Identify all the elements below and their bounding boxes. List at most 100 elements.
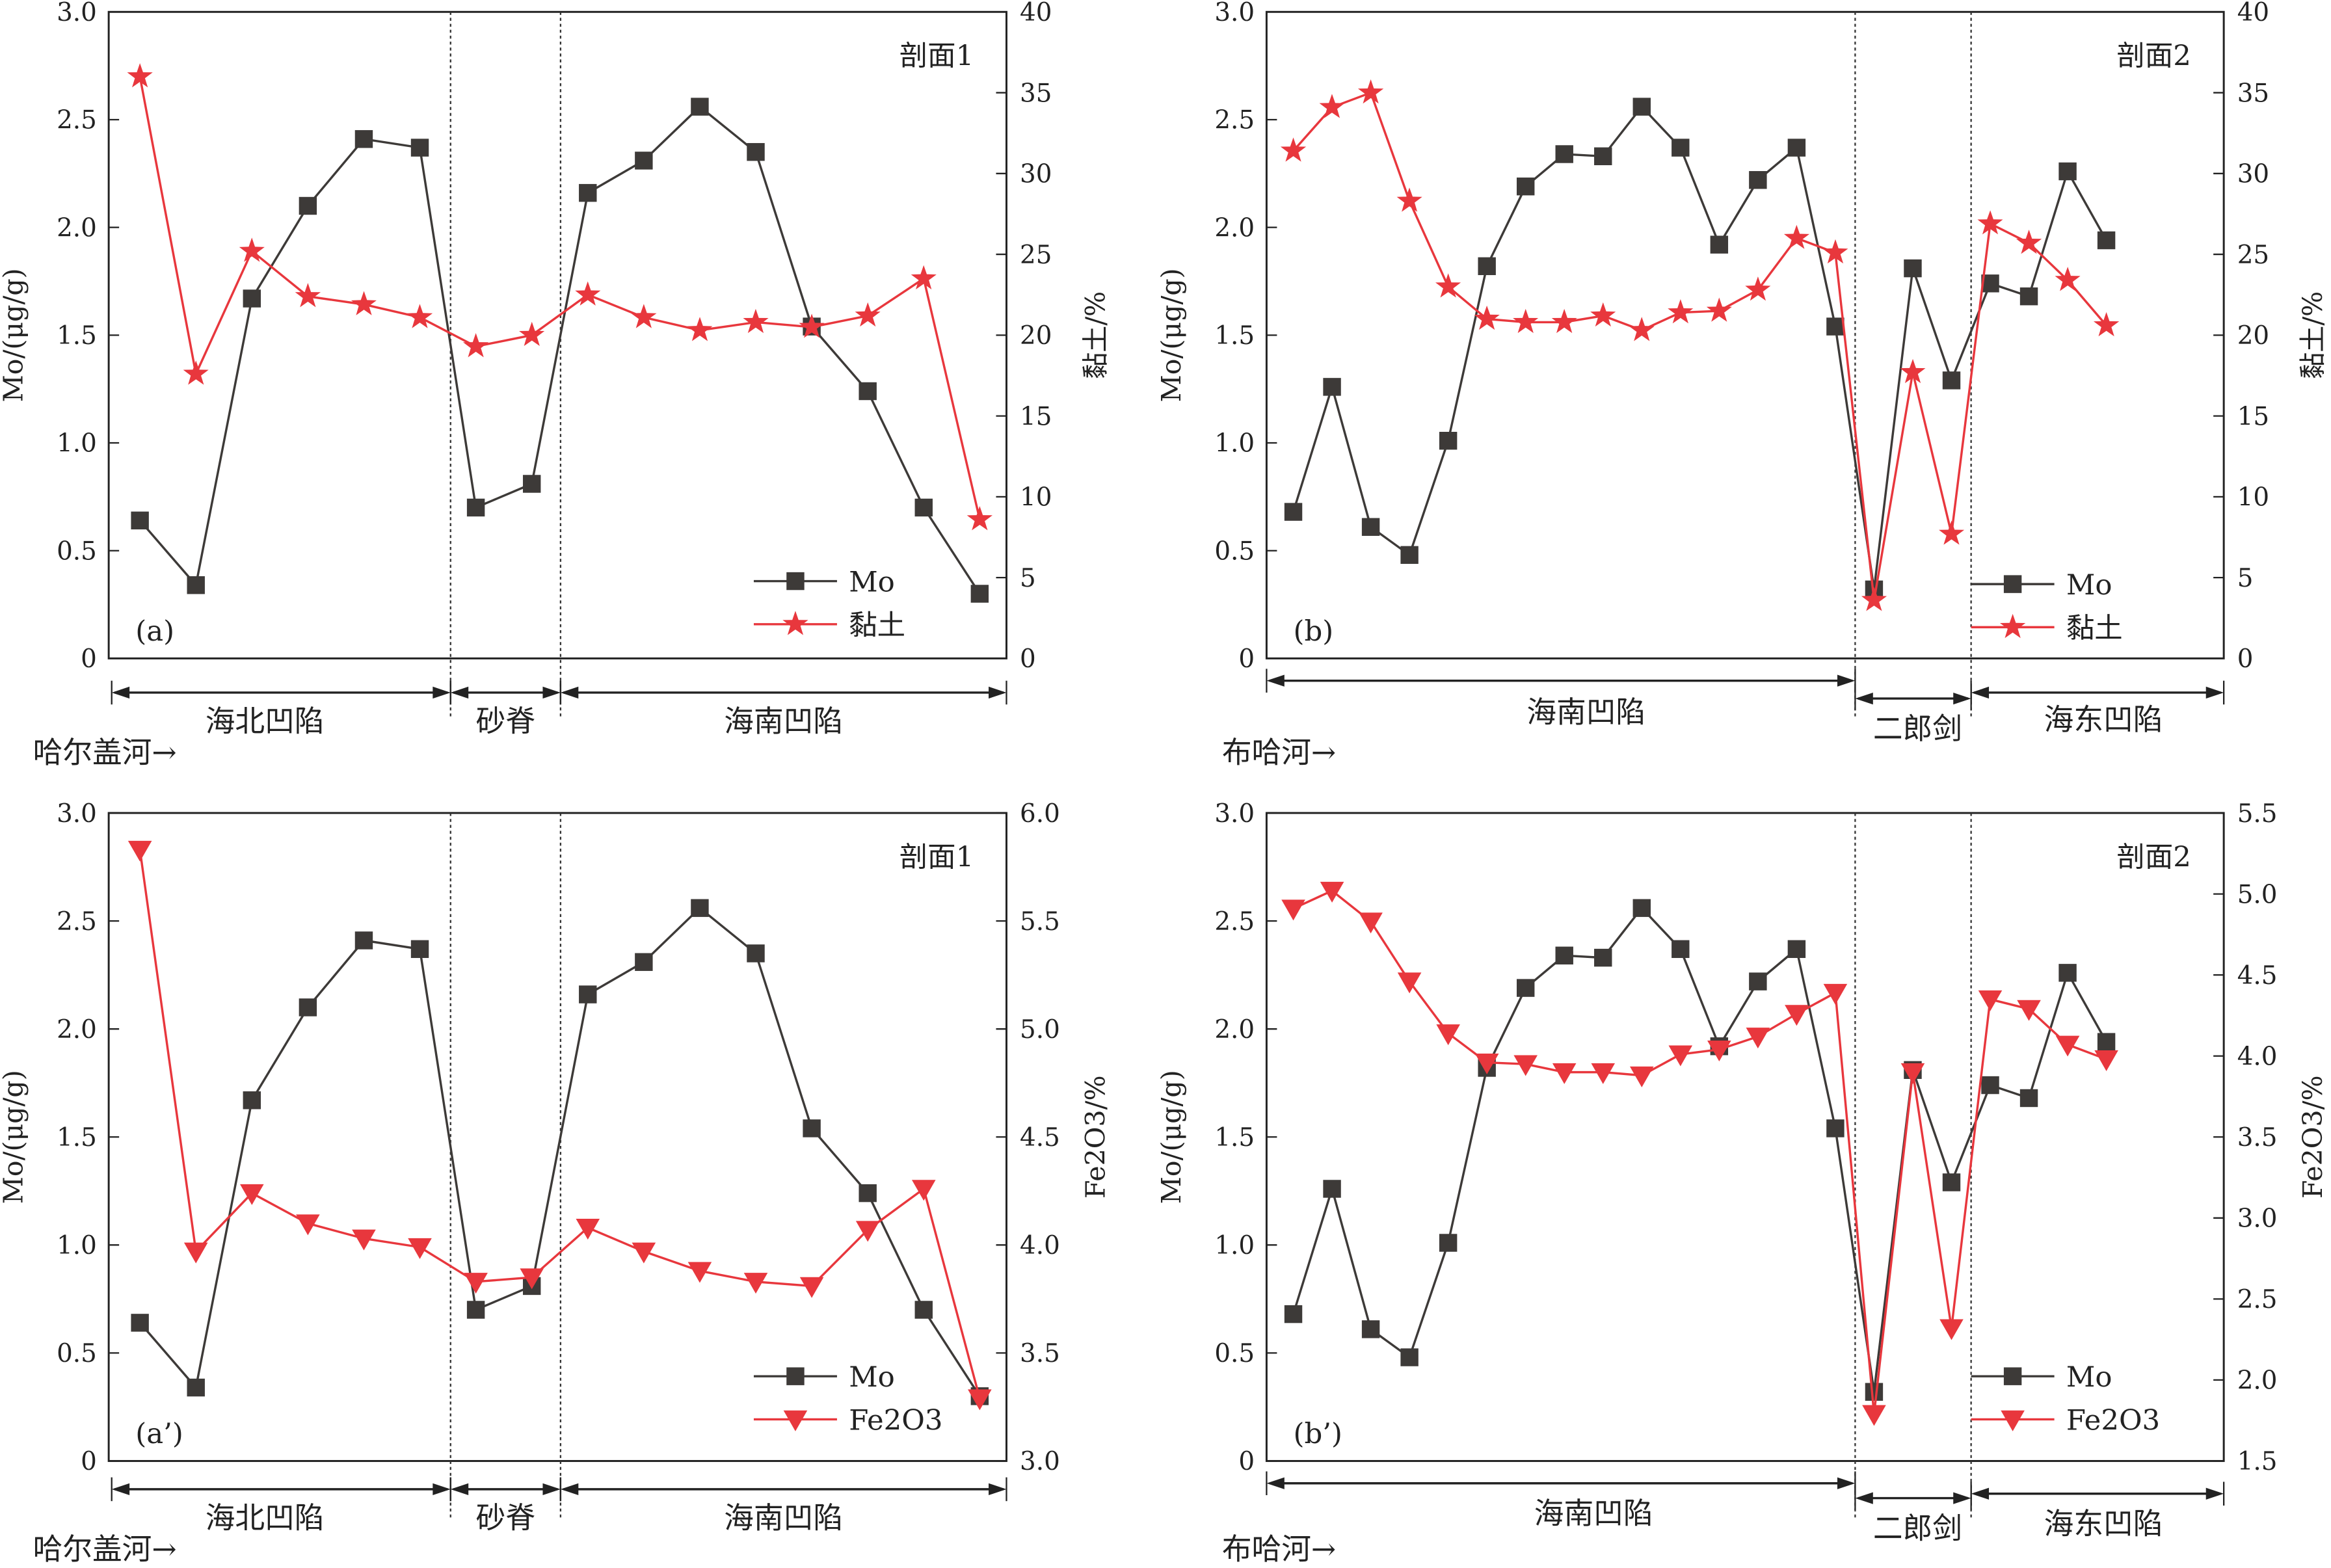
left-tick-label: 1.5 bbox=[57, 321, 97, 351]
legend-marker bbox=[786, 572, 805, 591]
data-point bbox=[1939, 1319, 1964, 1340]
arrowhead-right bbox=[989, 686, 1007, 699]
section-title: 剖面2 bbox=[2116, 40, 2191, 73]
data-point bbox=[131, 511, 149, 530]
data-point bbox=[127, 840, 152, 862]
data-point bbox=[1436, 1024, 1460, 1046]
data-point bbox=[799, 1277, 824, 1298]
arrowhead-right bbox=[989, 1483, 1007, 1496]
right-tick-label: 3.0 bbox=[1020, 1447, 1060, 1476]
plot-frame bbox=[107, 10, 1007, 659]
data-point bbox=[1632, 899, 1651, 917]
y-axis-label: Mo/(μg/g) bbox=[1156, 268, 1187, 402]
data-point bbox=[2094, 1050, 2118, 1071]
data-point bbox=[635, 953, 653, 971]
data-point bbox=[1590, 302, 1616, 327]
data-point bbox=[1320, 881, 1344, 903]
right-tick-label: 0 bbox=[1020, 644, 1036, 674]
data-point bbox=[1359, 912, 1383, 934]
data-point bbox=[1668, 1045, 1693, 1067]
region-label: 海南凹陷 bbox=[724, 1500, 843, 1535]
data-point bbox=[576, 1219, 600, 1240]
arrowhead-right bbox=[1837, 1477, 1856, 1489]
data-point bbox=[859, 382, 877, 401]
left-tick-label: 2.5 bbox=[57, 907, 97, 937]
data-point bbox=[1323, 378, 1341, 396]
arrowhead-right bbox=[1953, 692, 1971, 705]
data-point bbox=[632, 1242, 656, 1264]
data-point bbox=[747, 142, 765, 161]
right-tick-label: 4.5 bbox=[1020, 1123, 1060, 1152]
data-point bbox=[631, 304, 657, 328]
panel-label: (b) bbox=[1294, 615, 1334, 648]
legend-label: Mo bbox=[2066, 1361, 2112, 1394]
data-point bbox=[1746, 1028, 1770, 1049]
data-point bbox=[1900, 1063, 1925, 1084]
arrowhead-right bbox=[542, 686, 561, 699]
region-label: 海南凹陷 bbox=[724, 704, 843, 738]
region-label: 砂脊 bbox=[476, 1500, 535, 1535]
region-label: 海东凹陷 bbox=[2044, 702, 2163, 737]
data-point bbox=[1323, 1180, 1341, 1198]
left-tick-label: 3.0 bbox=[57, 0, 97, 27]
chart-panel: 0 0.5 1.0 1.5 2.0 2.5 3.0 0 5 10 15 20 25 30 35 40 Mo/(μ… bbox=[0, 0, 1111, 769]
right-tick-label: 0 bbox=[2237, 644, 2254, 674]
data-point bbox=[464, 1273, 488, 1294]
data-point bbox=[354, 130, 373, 148]
legend-marker bbox=[1999, 613, 2026, 639]
data-point bbox=[1783, 224, 1809, 249]
legend-label: Mo bbox=[849, 1361, 895, 1394]
data-point bbox=[1439, 1234, 1458, 1252]
data-point bbox=[1826, 1119, 1845, 1137]
data-point bbox=[1978, 990, 2003, 1011]
chart-panel: 0 0.5 1.0 1.5 2.0 2.5 3.0 1.5 2.0 2.5 3.0 3.5 4.0 4.5… bbox=[1156, 799, 2328, 1567]
data-point bbox=[2016, 230, 2042, 254]
right-tick-label: 4.0 bbox=[2237, 1042, 2278, 1071]
data-point bbox=[1745, 276, 1771, 301]
data-point bbox=[243, 289, 261, 308]
data-point bbox=[579, 183, 597, 202]
left-tick-label: 2.0 bbox=[1214, 1015, 1255, 1044]
data-point bbox=[1787, 139, 1806, 157]
legend-marker bbox=[2003, 575, 2022, 593]
right-tick-label: 4.0 bbox=[1020, 1231, 1060, 1260]
region-label: 海南凹陷 bbox=[1526, 695, 1645, 730]
y-axis-label: Mo/(μg/g) bbox=[1156, 1070, 1187, 1204]
left-tick-label: 0 bbox=[1238, 1447, 1255, 1476]
right-tick-label: 6.0 bbox=[1020, 799, 1060, 829]
data-point bbox=[299, 196, 317, 215]
right-tick-label: 2.5 bbox=[2237, 1285, 2278, 1314]
data-point bbox=[1942, 1173, 1961, 1191]
data-point bbox=[519, 321, 545, 347]
data-point bbox=[1594, 147, 1612, 166]
data-point bbox=[1474, 305, 1500, 330]
arrowhead-right bbox=[433, 1483, 451, 1496]
panel-label: (a’) bbox=[135, 1418, 183, 1450]
right-tick-label: 5.5 bbox=[1020, 907, 1060, 937]
data-point bbox=[1361, 518, 1380, 536]
series-line-mo bbox=[139, 906, 981, 1397]
left-tick-label: 0 bbox=[81, 1447, 97, 1476]
data-point bbox=[243, 1091, 261, 1110]
left-tick-label: 1.0 bbox=[1214, 429, 1255, 458]
data-point bbox=[1981, 1076, 1999, 1095]
legend-label: Mo bbox=[849, 566, 895, 599]
data-point bbox=[2017, 1000, 2041, 1021]
section-title: 剖面1 bbox=[899, 841, 974, 873]
data-point bbox=[1629, 1066, 1654, 1087]
data-point bbox=[1900, 358, 1926, 384]
data-point bbox=[1357, 79, 1384, 104]
right-tick-label: 20 bbox=[1020, 321, 1052, 351]
region-label: 海东凹陷 bbox=[2044, 1506, 2163, 1541]
data-point bbox=[914, 1301, 933, 1319]
data-point bbox=[1787, 940, 1806, 959]
series-line-secondary bbox=[139, 76, 981, 520]
series-line-secondary bbox=[1292, 889, 2107, 1415]
data-point bbox=[1439, 431, 1458, 450]
right-tick-label: 5 bbox=[1020, 564, 1036, 593]
data-point bbox=[1552, 1063, 1577, 1084]
arrowhead-left bbox=[1971, 1487, 1990, 1500]
data-point bbox=[575, 281, 601, 306]
data-point bbox=[407, 304, 433, 328]
y-axis-label-right: Fe2O3/% bbox=[1080, 1075, 1111, 1199]
